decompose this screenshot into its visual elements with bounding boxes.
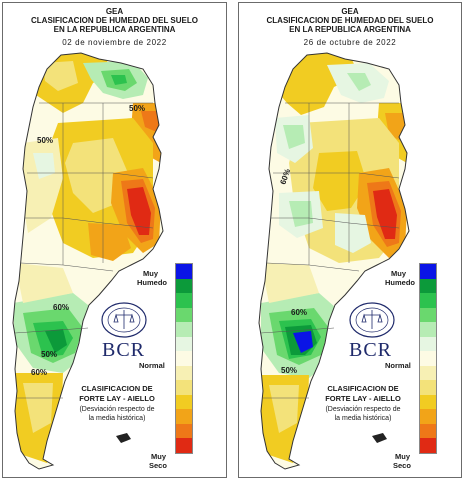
legend-swatch [419,438,437,454]
legend-bottom-label-1: Muy [395,452,410,461]
bcr-logo: BCR [349,339,393,361]
legend-swatch [175,409,193,424]
map-title-line1: CLASIFICACION DE HUMEDAD DEL SUELO [266,16,434,25]
legend-swatch [419,409,437,424]
legend-swatch [419,380,437,395]
legend-swatch [419,365,437,380]
legend-color-scale [419,263,437,454]
legend-swatch [175,307,193,322]
classification-note1: (Desviación respecto de [79,406,155,413]
map-panel-nov-02: GEA CLASIFICACION DE HUMEDAD DEL SUELO E… [2,2,227,478]
legend-swatch [175,278,193,293]
map-date: 26 de octubre de 2022 [303,38,397,47]
contour-label: 50% [37,136,53,145]
map-date: 02 de noviembre de 2022 [62,38,167,47]
legend-swatch [175,263,193,279]
legend-top-label-2: Humedo [385,278,415,287]
legend-swatch [419,278,437,293]
legend-top-label-1: Muy [391,269,406,278]
legend-bottom-label-2: Seco [149,461,167,470]
classification-line2: FORTE LAY - AIELLO [325,394,401,403]
contour-label: 50% [129,104,145,113]
legend-swatch [419,307,437,322]
malvinas-islands [372,433,387,443]
classification-line1: CLASIFICACION DE [327,384,399,393]
legend-swatch [419,263,437,279]
contour-label: 50% [281,366,297,375]
contour-label: 60% [53,303,69,312]
classification-line2: FORTE LAY - AIELLO [79,394,155,403]
malvinas-islands [116,433,131,443]
legend-mid-label: Normal [385,361,411,370]
legend-swatch [419,322,437,337]
argentina-soil-moisture-map: 50% 50% 60% 60% 50% [12,52,164,470]
bcr-logo: BCR [102,339,146,361]
legend-mid-label: Normal [139,361,165,370]
legend-bottom-label-1: Muy [151,452,166,461]
legend-swatch [175,336,193,351]
org-label: GEA [105,7,124,16]
map-title-line2: EN LA REPUBLICA ARGENTINA [289,25,411,34]
legend-swatch [419,293,437,308]
map-title-line2: EN LA REPUBLICA ARGENTINA [53,25,176,34]
contour-label: 60% [31,368,47,377]
legend-swatch [175,351,193,366]
org-label: GEA [341,7,359,16]
legend-top-label-2: Humedo [137,278,167,287]
classification-line1: CLASIFICACION DE [81,384,153,393]
legend-swatch [419,423,437,438]
legend-color-scale [175,263,193,454]
classification-note1: (Desviación respecto de [325,406,401,413]
legend-top-label-1: Muy [143,269,158,278]
legend-swatch [175,365,193,380]
legend-swatch [175,380,193,395]
classification-note2: la media histórica) [88,415,146,422]
bolsa-de-comercio-de-rosario-seal [101,302,147,338]
legend-swatch [175,293,193,308]
map-panel-oct-26: GEA CLASIFICACION DE HUMEDAD DEL SUELO E… [238,2,462,478]
legend-swatch [175,438,193,454]
legend-swatch [419,351,437,366]
legend-swatch [175,322,193,337]
contour-label: 60% [291,308,307,317]
legend-swatch [175,394,193,409]
legend-swatch [419,336,437,351]
legend-swatch [419,394,437,409]
argentina-soil-moisture-map: 60% 60% 50% [258,52,410,470]
map-title-line1: CLASIFICACION DE HUMEDAD DEL SUELO [31,16,198,25]
classification-note2: la media histórica) [334,415,392,422]
contour-label: 50% [41,350,57,359]
legend-bottom-label-2: Seco [393,461,411,470]
bolsa-de-comercio-de-rosario-seal [349,302,395,338]
legend-swatch [175,423,193,438]
